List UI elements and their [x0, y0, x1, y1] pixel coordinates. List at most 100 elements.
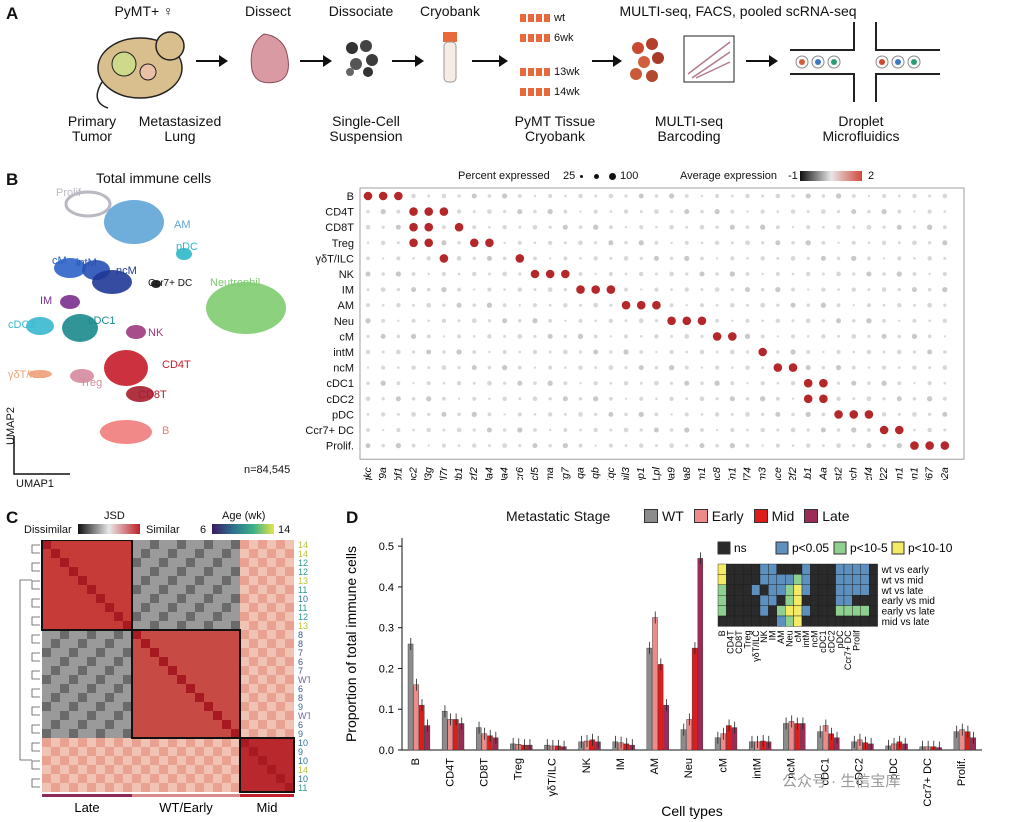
heatmap-cell: [123, 720, 132, 729]
group-label-mid: Mid: [257, 800, 278, 815]
heatmap-cell: [69, 756, 78, 765]
dotplot-dot: [942, 271, 947, 277]
heatmap-cell: [186, 630, 195, 639]
dendrogram-branch: [31, 760, 40, 770]
heatmap-cell: [96, 675, 105, 684]
dotplot-dot: [700, 413, 704, 416]
dotplot-dot: [563, 302, 568, 308]
heatmap-cell: [258, 621, 267, 630]
heatmap-cell: [42, 774, 51, 783]
heatmap-age-label: 8: [298, 630, 303, 640]
heatmap-cell: [42, 693, 51, 702]
heatmap-cell: [96, 576, 105, 585]
heatmap-cell: [204, 765, 213, 774]
sig-cell: [852, 605, 862, 617]
heatmap-cell: [276, 657, 285, 666]
dotplot-dot: [867, 366, 871, 369]
dotplot-dot: [776, 256, 780, 260]
heatmap-cell: [96, 585, 105, 594]
sig-comparison-label: wt vs late: [881, 586, 924, 597]
sig-cell: [759, 615, 769, 627]
dendrogram-branch: [31, 598, 40, 608]
sig-cell: [726, 584, 735, 596]
heatmap-cell: [267, 747, 276, 756]
x-tick-label: CD4T: [444, 758, 456, 787]
dotplot-dot: [624, 194, 628, 198]
dotplot-dot: [579, 303, 583, 307]
panel-c-label: C: [6, 508, 19, 527]
heatmap-cell: [87, 738, 96, 747]
dotplot-dot: [851, 209, 857, 215]
dotplot-dot: [943, 428, 947, 432]
dotplot-dot: [517, 287, 523, 292]
heatmap-cell: [114, 783, 123, 792]
x-tick-label: Prolif.: [956, 758, 968, 786]
heatmap-cell: [60, 603, 69, 612]
umap-label-prolif: Prolif: [56, 187, 82, 199]
heatmap-cell: [231, 738, 240, 747]
metastasized-lung-text: Metastasized Lung: [138, 113, 222, 144]
dotplot-dot: [685, 397, 689, 401]
heatmap-cell: [195, 621, 204, 630]
heatmap-cell: [204, 747, 213, 756]
dotplot-dot: [442, 381, 446, 385]
heatmap-cell: [276, 576, 285, 585]
dotplot-dot: [594, 319, 598, 323]
heatmap-cell: [60, 756, 69, 765]
dotplot-dot: [381, 272, 385, 276]
dotplot-dot: [669, 303, 674, 308]
heatmap-cell: [177, 648, 186, 657]
dotplot-dot: [807, 288, 810, 291]
heatmap-cell: [87, 774, 96, 783]
dotplot-dot: [942, 411, 948, 417]
heatmap-cell: [267, 594, 276, 603]
heatmap-cell: [114, 567, 123, 576]
dotplot-dot: [366, 209, 370, 214]
heatmap-cell: [240, 549, 249, 558]
umap-cluster-treg: [70, 369, 94, 383]
heatmap-cell: [96, 621, 105, 630]
dotplot-row-label: AM: [338, 300, 355, 312]
heatmap-cell: [51, 684, 60, 693]
dotplot-dot: [517, 240, 522, 245]
heatmap-cell: [258, 612, 267, 621]
heatmap-cell: [231, 540, 240, 549]
heatmap-cell: [186, 738, 195, 747]
dotplot-row-label: cM: [339, 331, 354, 343]
heatmap-cell: [168, 639, 177, 648]
dotplot-dot: [775, 271, 780, 277]
dotplot-dot: [684, 194, 689, 198]
heatmap-cell: [231, 765, 240, 774]
dotplot-dot: [745, 318, 750, 323]
dotplot-dot: [699, 224, 705, 230]
heatmap-cell: [276, 675, 285, 684]
dotplot-dot: [532, 318, 538, 324]
dotplot-dot: [790, 380, 796, 386]
heatmap-age-label: WT: [298, 711, 310, 721]
heatmap-cell: [204, 756, 213, 765]
heatmap-cell: [195, 612, 204, 621]
dotplot-dot: [457, 194, 461, 198]
dotplot-dot: [578, 412, 583, 417]
sig-cell: [734, 605, 744, 617]
sig-category-label: intM: [801, 630, 811, 647]
heatmap-cell: [249, 639, 258, 648]
dotplot-dot: [517, 334, 523, 339]
dotplot-dot: [548, 225, 552, 229]
umap-label-cd4t: CD4T: [162, 359, 191, 371]
dot-plot: BCD4TCD8TTregγδT/ILCNKIMAMNeucMintMncMcD…: [305, 187, 965, 480]
dotplot-dot: [457, 334, 462, 339]
heatmap-cell: [105, 693, 114, 702]
dotplot-dot: [791, 412, 795, 417]
heatmap-cell: [51, 657, 60, 666]
sig-cell: [785, 574, 794, 586]
dotplot-dot: [911, 333, 918, 340]
heatmap-age-label: 10: [298, 594, 308, 604]
dotplot-dot: [805, 411, 811, 418]
dissimilar-label: Dissimilar: [24, 524, 72, 536]
dotplot-dot: [776, 428, 780, 432]
dotplot-dot: [697, 316, 707, 326]
dotplot-dot: [442, 335, 446, 338]
heatmap-cell: [60, 657, 69, 666]
dotplot-dot: [699, 303, 705, 308]
